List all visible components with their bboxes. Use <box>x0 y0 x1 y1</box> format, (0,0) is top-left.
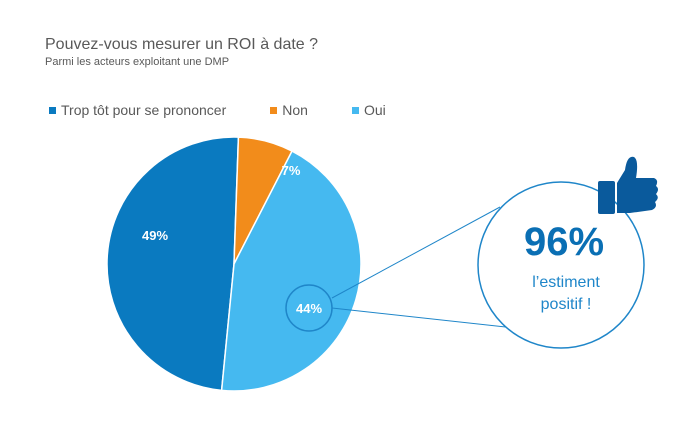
oui-highlight-circle <box>285 284 333 332</box>
legend-label-non: Non <box>282 102 308 118</box>
legend-swatch-trop-tot <box>49 106 56 114</box>
legend-item-non: Non <box>270 102 308 118</box>
chart-title: Pouvez-vous mesurer un ROI à date ? <box>45 36 319 53</box>
slice-label-non: 7% <box>282 163 301 178</box>
slice-trop-tot <box>106 136 240 392</box>
legend-swatch-oui <box>351 106 359 114</box>
callout-circle <box>477 181 645 349</box>
legend-label-oui: Oui <box>363 102 386 118</box>
slice-label-oui: 44% <box>296 301 322 316</box>
slice-oui <box>220 150 362 392</box>
legend-swatch-non <box>270 106 278 114</box>
pie-slices: 49% 7% 44% <box>106 136 362 392</box>
legend-item-oui: Oui <box>351 102 386 118</box>
callout-line-top <box>331 206 501 299</box>
callout-line-1: l’estiment <box>532 274 600 291</box>
slice-label-trop-tot: 49% <box>142 228 168 243</box>
callout-line-2: positif ! <box>541 296 592 313</box>
legend-item-trop-tot: Trop tôt pour se prononcer <box>49 102 226 118</box>
chart-subtitle: Parmi les acteurs exploitant une DMP <box>45 56 230 68</box>
thumbs-up-icon <box>598 156 658 214</box>
legend-label-trop-tot: Trop tôt pour se prononcer <box>61 102 227 118</box>
chart-legend: Trop tôt pour se prononcer Non Oui <box>49 102 430 118</box>
callout-line-bottom <box>331 307 516 329</box>
callout-value: 96% <box>524 220 604 264</box>
